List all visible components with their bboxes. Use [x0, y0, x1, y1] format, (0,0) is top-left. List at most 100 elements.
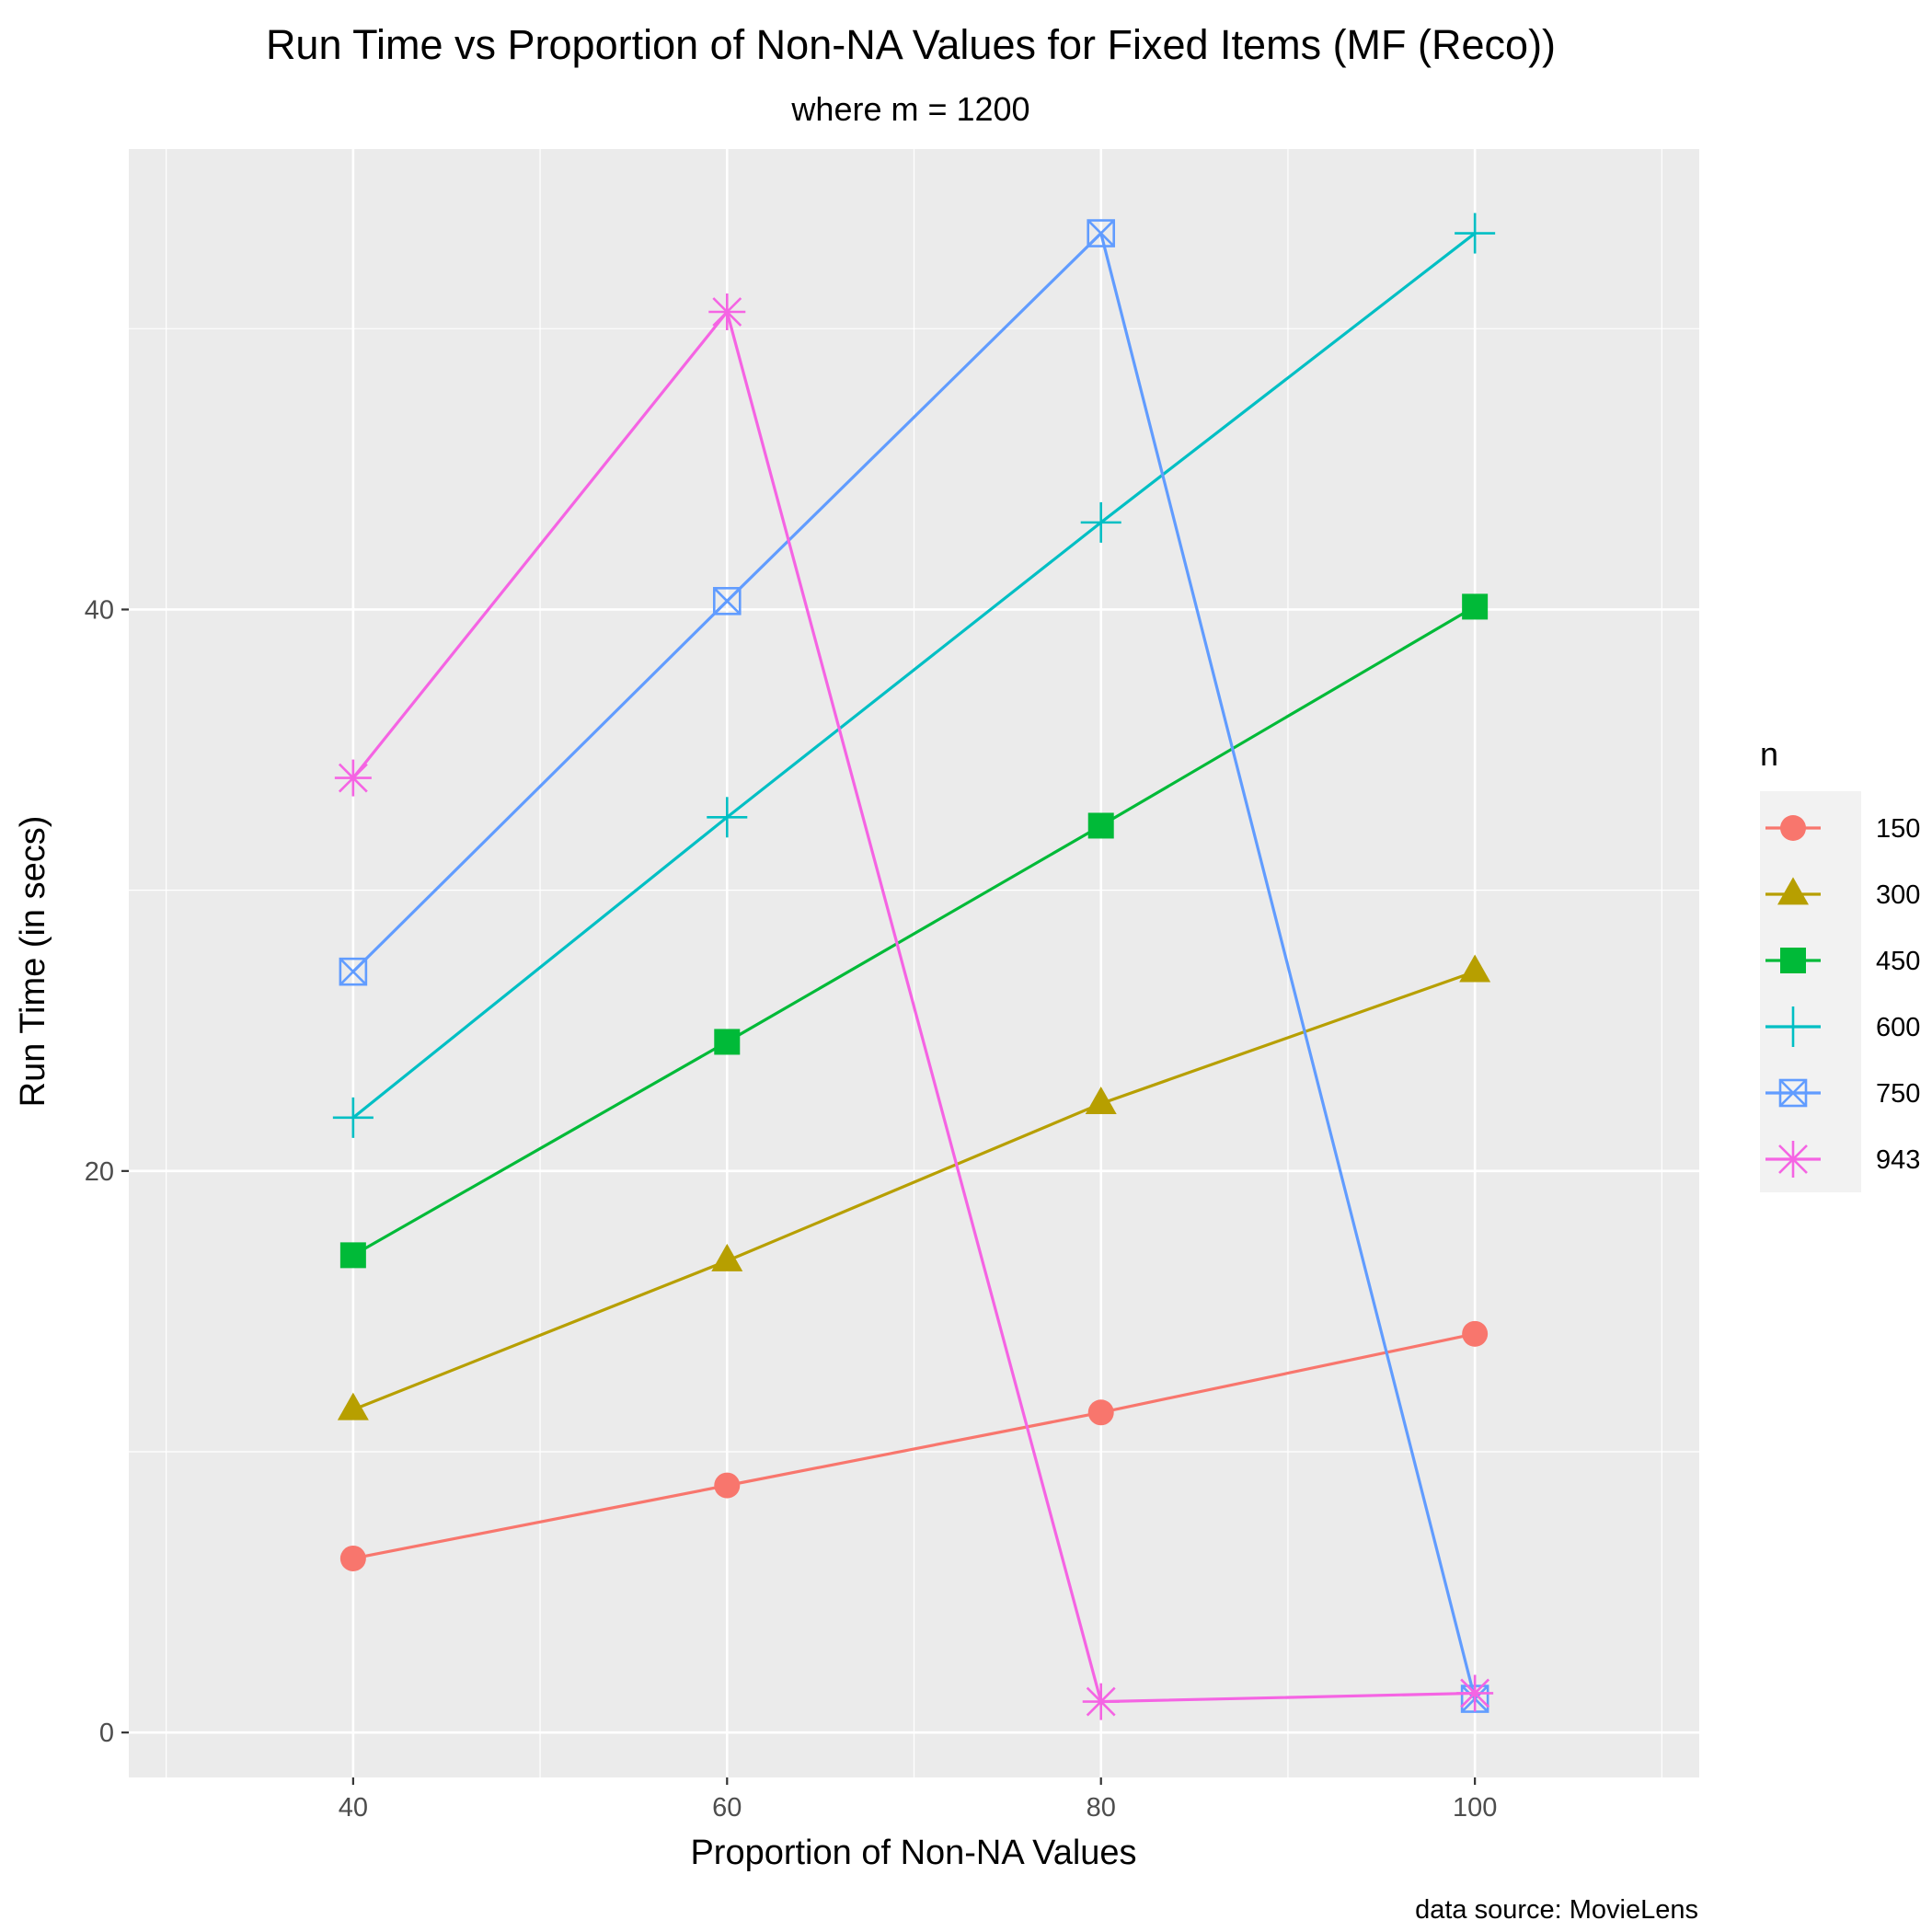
data-point-450 — [1087, 812, 1114, 839]
series-450 — [339, 593, 1489, 1269]
series-line-943 — [351, 310, 1476, 1704]
legend-key-marker — [1780, 948, 1806, 973]
grid-minor — [129, 149, 1699, 1777]
data-point-943-shape — [1086, 1686, 1116, 1717]
legend-key-marker-shape — [1780, 815, 1806, 841]
data-point-600 — [1455, 213, 1496, 254]
legend-label: 750 — [1876, 1079, 1920, 1109]
data-point-750 — [1087, 219, 1116, 247]
data-point-150-shape — [339, 1545, 366, 1571]
data-point-943 — [1082, 1683, 1120, 1720]
data-point-943-shape — [338, 763, 368, 793]
data-point-600 — [332, 1097, 374, 1138]
legend-label: 450 — [1876, 947, 1920, 976]
data-point-150-shape — [714, 1472, 741, 1499]
legend-key-marker-shape — [1778, 1078, 1808, 1108]
data-point-450 — [714, 1029, 741, 1055]
data-point-750-shape — [1087, 219, 1115, 247]
data-point-150 — [1087, 1399, 1114, 1426]
data-point-600 — [1080, 501, 1121, 543]
chart-subtitle: where m = 1200 — [790, 90, 1029, 128]
legend-key-background — [1760, 791, 1861, 1192]
legend-item-150: 150 — [1765, 814, 1920, 844]
series-line-600 — [351, 232, 1477, 1120]
legend-key-marker-shape — [1777, 877, 1809, 905]
legend: n 150 300 450 600 750 943 — [1760, 735, 1920, 1192]
legend-key-marker — [1773, 1006, 1813, 1047]
data-point-300 — [711, 1243, 743, 1271]
data-point-450-shape — [714, 1029, 741, 1055]
data-point-450 — [339, 1242, 366, 1269]
y-tick-label: 0 — [99, 1719, 114, 1748]
data-point-750 — [712, 587, 742, 615]
legend-item-600: 600 — [1765, 1006, 1920, 1047]
legend-key-marker-shape — [1780, 948, 1806, 973]
x-tick-label: 60 — [712, 1793, 742, 1823]
data-point-943 — [708, 293, 746, 330]
legend-item-300: 300 — [1765, 877, 1920, 910]
data-point-450 — [1462, 593, 1489, 620]
axis-ticks: 0 20 40 40 60 80 100 — [85, 595, 1498, 1823]
series-line-300 — [352, 970, 1476, 1411]
x-tick-label: 40 — [339, 1793, 368, 1823]
data-point-943 — [1456, 1674, 1494, 1712]
legend-label: 150 — [1876, 814, 1920, 844]
series-300 — [337, 954, 1491, 1420]
data-point-150-shape — [1087, 1399, 1114, 1426]
data-point-943-shape — [712, 297, 742, 327]
y-axis-title: Run Time (in secs) — [14, 816, 52, 1108]
legend-key-marker — [1777, 877, 1809, 905]
legend-items: 150 300 450 600 750 943 — [1765, 814, 1920, 1178]
legend-key-marker-shape — [1778, 1144, 1808, 1174]
data-point-750-shape — [1087, 219, 1116, 247]
data-point-750-shape — [339, 958, 367, 986]
legend-label: 600 — [1876, 1013, 1920, 1042]
legend-label: 300 — [1876, 880, 1920, 910]
series-600 — [332, 213, 1496, 1138]
legend-key-marker-shape — [1779, 1079, 1807, 1107]
data-point-300 — [337, 1392, 369, 1420]
data-point-450-shape — [1087, 812, 1114, 839]
data-point-300 — [1459, 954, 1491, 983]
data-point-750-shape — [339, 957, 368, 986]
legend-key-marker — [1780, 815, 1806, 841]
series-layer — [332, 213, 1496, 1720]
legend-item-450: 450 — [1765, 947, 1920, 976]
data-point-300-shape — [711, 1243, 743, 1271]
data-point-300-shape — [337, 1392, 369, 1420]
data-point-150 — [714, 1472, 741, 1499]
data-point-750 — [339, 957, 368, 986]
data-point-150-shape — [1462, 1320, 1489, 1347]
legend-title: n — [1760, 735, 1778, 773]
series-line-150 — [352, 1332, 1476, 1560]
data-point-450-shape — [1462, 593, 1489, 620]
data-point-600 — [707, 797, 748, 838]
data-point-150 — [1462, 1320, 1489, 1347]
data-point-943-shape — [1460, 1678, 1490, 1708]
legend-item-750: 750 — [1765, 1078, 1920, 1109]
data-point-750-shape — [713, 587, 742, 615]
y-tick-label: 40 — [85, 595, 114, 625]
series-943 — [334, 293, 1494, 1720]
data-point-150 — [339, 1545, 366, 1571]
data-point-300 — [1085, 1086, 1117, 1114]
data-point-750-shape — [712, 587, 742, 615]
legend-key-marker — [1778, 1078, 1808, 1108]
x-axis-title: Proportion of Non-NA Values — [690, 1834, 1136, 1872]
x-tick-label: 100 — [1453, 1793, 1497, 1823]
y-tick-label: 20 — [85, 1157, 114, 1187]
legend-key-marker — [1775, 1141, 1811, 1178]
data-point-943 — [334, 759, 372, 797]
data-point-300-shape — [1085, 1086, 1117, 1114]
chart-caption: data source: MovieLens — [1415, 1895, 1698, 1925]
data-point-450-shape — [339, 1242, 366, 1269]
series-line-450 — [352, 605, 1476, 1257]
chart-title: Run Time vs Proportion of Non-NA Values … — [266, 21, 1556, 68]
x-tick-label: 80 — [1087, 1793, 1116, 1823]
series-150 — [339, 1320, 1489, 1571]
data-point-300-shape — [1459, 954, 1491, 983]
legend-label: 943 — [1876, 1145, 1920, 1175]
series-750 — [339, 219, 1489, 1713]
